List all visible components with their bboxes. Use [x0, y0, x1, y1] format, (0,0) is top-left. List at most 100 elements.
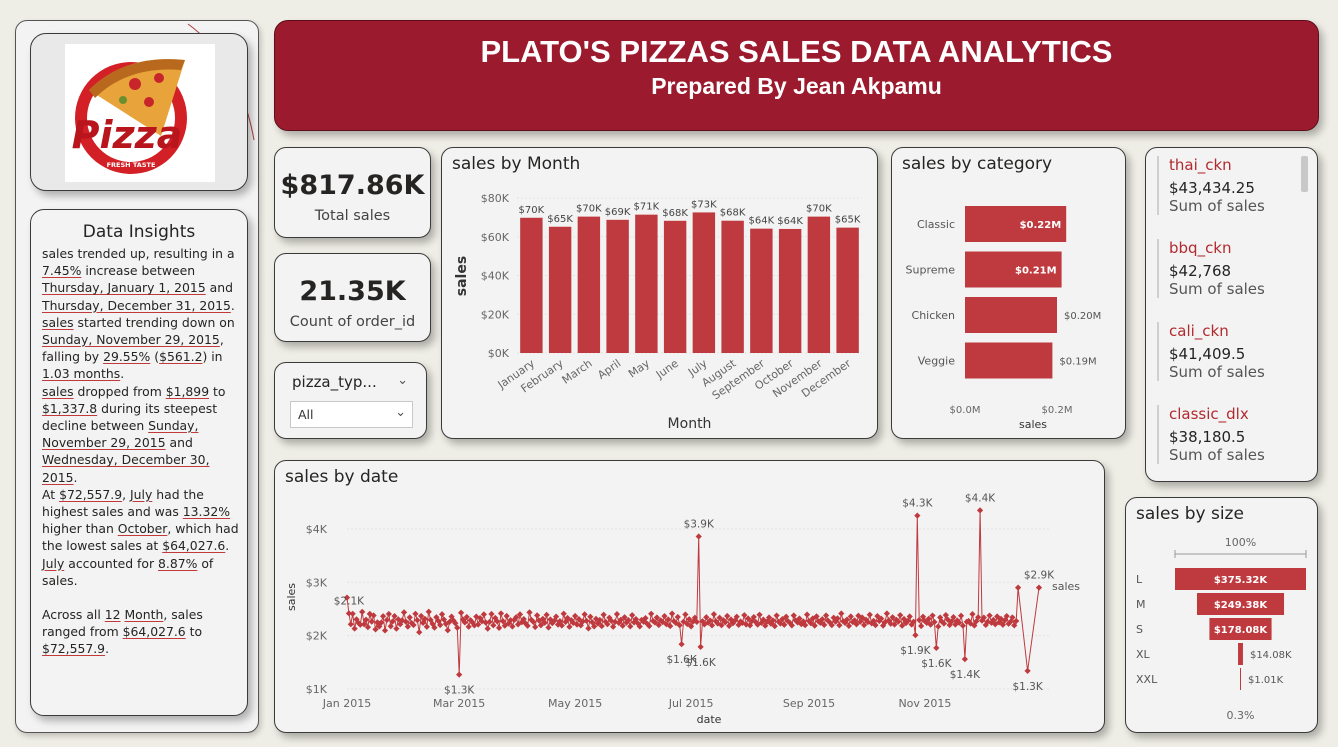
- data-point: [866, 611, 873, 618]
- list-item-label: Sum of sales: [1169, 197, 1265, 215]
- data-point: [822, 612, 830, 619]
- bar: [778, 228, 802, 353]
- series-line: [346, 510, 1040, 675]
- data-point: [976, 507, 984, 514]
- x-tick-label: $0.2M: [1042, 405, 1073, 416]
- data-label: $69K: [605, 207, 631, 218]
- data-point: [583, 617, 590, 624]
- list-item[interactable]: bbq_ckn $42,768 Sum of sales: [1157, 239, 1297, 298]
- data-label: $68K: [720, 208, 746, 219]
- chevron-down-icon[interactable]: ⌄: [397, 373, 408, 388]
- scrollbar[interactable]: [1301, 156, 1308, 192]
- x-tick-label: $0.0M: [950, 405, 981, 416]
- bar: [965, 251, 1062, 288]
- sales-by-category-card[interactable]: sales by category Classic $0.22M Supreme $0…: [891, 147, 1126, 439]
- data-label: $64K: [749, 216, 775, 227]
- data-point: [380, 613, 387, 620]
- data-point: [347, 621, 354, 628]
- sales-by-date-card[interactable]: sales by date $1K $2K $3K $4K Jan 2015 Mar 20…: [274, 460, 1105, 733]
- data-label: $70K: [576, 204, 602, 215]
- bar: [807, 216, 831, 353]
- chevron-down-icon: ⌄: [395, 405, 406, 420]
- insight-paragraph: sales started trending down on Sunday, N…: [42, 314, 235, 382]
- logo-tagline: FRESH TASTE: [107, 161, 156, 169]
- data-point: [969, 611, 976, 618]
- y-axis-label: sales: [454, 256, 470, 296]
- sales-by-size-card[interactable]: sales by size 100% L $375.32K M $249.38K S $17…: [1125, 497, 1318, 733]
- data-point: [986, 612, 993, 619]
- list-item[interactable]: classic_dlx $38,180.5 Sum of sales: [1157, 405, 1297, 464]
- pizza-logo: Pizza FRESH TASTE: [65, 44, 215, 182]
- data-point: [533, 612, 541, 619]
- insights-title: Data Insights: [82, 222, 196, 242]
- x-tick-label: April: [595, 357, 623, 382]
- data-point: [454, 624, 461, 631]
- kpi-order-count[interactable]: 21.35K Count of order_id: [274, 253, 431, 342]
- dashboard-subtitle: Prepared By Jean Akpamu: [651, 73, 942, 99]
- data-point: [627, 623, 634, 630]
- data-label: $2.9K: [1024, 570, 1055, 582]
- category-label: M: [1136, 598, 1146, 611]
- data-point: [668, 610, 676, 617]
- data-point: [1035, 584, 1043, 591]
- list-item[interactable]: thai_ckn $43,434.25 Sum of sales: [1157, 156, 1297, 215]
- bar: [750, 228, 773, 353]
- data-label: $0.21M: [1015, 266, 1057, 277]
- data-label: $65K: [835, 215, 861, 226]
- bar: [836, 227, 859, 353]
- sales-by-month-chart: $0K$20K$40K$60K$80K$70KJanuary$65KFebrua…: [454, 192, 862, 432]
- slicer-dropdown[interactable]: All ⌄: [290, 401, 413, 428]
- data-label: $1.9K: [900, 645, 931, 657]
- data-point: [381, 627, 389, 634]
- data-label: $4.3K: [902, 498, 933, 510]
- sales-by-month-card[interactable]: sales by Month $0K $20K $40K $60K $80K $70K Ja…: [441, 147, 878, 439]
- chart-title: sales by Month: [452, 154, 581, 174]
- data-point: [1013, 617, 1020, 625]
- bar: [606, 219, 629, 353]
- x-axis-label: date: [697, 713, 722, 726]
- bar: [965, 206, 1067, 242]
- data-point: [484, 625, 491, 632]
- y-tick-label: $4K: [306, 523, 328, 536]
- data-point: [465, 623, 472, 630]
- data-label: $1.6K: [921, 658, 952, 670]
- funnel-bar: [1238, 643, 1243, 665]
- logo-card: Pizza FRESH TASTE: [30, 33, 248, 191]
- data-label: $4.4K: [965, 492, 996, 504]
- data-point: [918, 622, 925, 630]
- category-label: L: [1136, 573, 1143, 586]
- data-point: [545, 624, 552, 631]
- list-item[interactable]: cali_ckn $41,409.5 Sum of sales: [1157, 322, 1297, 381]
- data-label: $1.4K: [950, 669, 981, 681]
- series-label: sales: [1052, 580, 1080, 593]
- data-point: [560, 610, 567, 617]
- pizza-type-slicer[interactable]: pizza_typ... ⌄ All ⌄: [274, 362, 427, 439]
- data-point: [410, 621, 417, 629]
- kpi-total-sales[interactable]: $817.86K Total sales: [274, 147, 431, 238]
- y-tick-label: $40K: [481, 270, 510, 283]
- data-label: $14.08K: [1250, 650, 1292, 661]
- data-insights-card: Data Insights sales trended up, resultin…: [30, 209, 248, 716]
- data-point: [349, 610, 356, 617]
- chart-title: sales by date: [285, 467, 399, 487]
- funnel-bar: [1240, 668, 1241, 690]
- insights-body: sales trended up, resulting in a 7.45% i…: [42, 245, 242, 658]
- data-point: [488, 610, 495, 618]
- insight-paragraph: At $72,557.9, July had the highest sales…: [42, 486, 239, 588]
- x-tick-label: Sep 2015: [783, 697, 835, 710]
- data-point: [444, 627, 451, 634]
- data-point: [883, 610, 891, 617]
- x-axis-label: sales: [1019, 418, 1047, 431]
- data-point: [509, 623, 516, 630]
- data-point: [629, 612, 636, 619]
- y-tick-label: Veggie: [918, 355, 955, 368]
- kpi-label: Total sales: [314, 208, 391, 224]
- insight-paragraph: sales dropped from $1,899 to $1,337.8 du…: [42, 383, 226, 485]
- data-point: [438, 611, 446, 618]
- logo-wordmark: Pizza: [72, 113, 183, 157]
- data-label: $2.1K: [334, 595, 365, 607]
- data-point: [393, 625, 400, 632]
- top-pizzas-list[interactable]: thai_ckn $43,434.25 Sum of sales bbq_ckn $42…: [1145, 147, 1318, 482]
- data-point: [359, 608, 366, 615]
- y-tick-label: $60K: [481, 231, 510, 244]
